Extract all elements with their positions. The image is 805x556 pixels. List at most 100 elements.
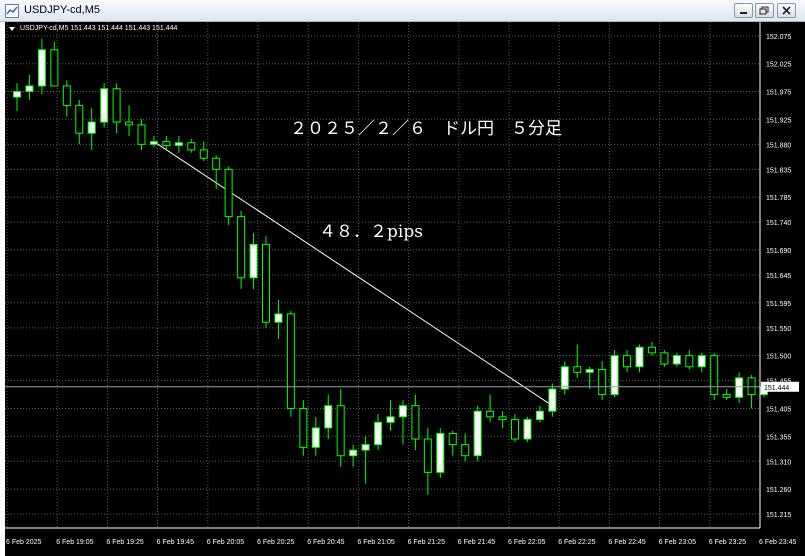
candle-body-bear [162, 141, 171, 146]
candle [573, 344, 582, 378]
candle-body-bear [125, 121, 134, 126]
candle [423, 427, 432, 495]
candle-body-bear [486, 410, 495, 418]
candle-body-bull [274, 313, 283, 323]
candle [199, 141, 208, 162]
x-tick-label: 6 Feb 19:05 [56, 539, 93, 546]
candle [598, 361, 607, 401]
x-tick-label: 6 Feb 22:05 [508, 539, 545, 546]
candle-body-bull [324, 405, 333, 429]
candles [13, 38, 768, 495]
candle-body-bear [623, 355, 632, 368]
candle [349, 444, 358, 467]
y-tick-label: 151.595 [766, 301, 791, 308]
candle [336, 388, 345, 467]
candle-body-bear [498, 416, 507, 421]
candle-body-bull [25, 85, 34, 93]
candle-body-bear [237, 216, 246, 279]
candle [672, 352, 681, 367]
candle [50, 41, 59, 87]
candle-body-bull [672, 355, 681, 365]
candle-body-bull [635, 346, 644, 368]
close-button[interactable] [777, 3, 796, 18]
x-tick-label: 6 Feb 22:25 [558, 539, 595, 546]
candle-body-bear [685, 355, 694, 368]
minimize-icon [740, 12, 747, 14]
x-tick-label: 6 Feb 20:25 [257, 539, 294, 546]
candle [286, 311, 295, 417]
candle [112, 83, 121, 134]
x-tick-label: 6 Feb 20:45 [307, 539, 344, 546]
x-tick-label: 6 Feb 19:25 [106, 539, 143, 546]
candle [100, 83, 109, 128]
x-tick-label: 6 Feb 21:05 [357, 539, 394, 546]
candle-body-bear [62, 85, 71, 106]
y-tick-label: 151.260 [766, 487, 791, 494]
candle-body-bear [448, 432, 457, 446]
x-tick-label: 6 Feb 22:45 [608, 539, 645, 546]
restore-button[interactable] [755, 3, 774, 18]
chart-annotation-title: ２０２５／２／６ ドル円 ５分足 [290, 119, 562, 139]
candle [411, 394, 420, 451]
candle [224, 166, 233, 225]
candle-body-bear [336, 405, 345, 457]
y-tick-label: 152.025 [766, 62, 791, 69]
close-icon [782, 6, 791, 15]
candle [162, 135, 171, 150]
x-tick-label: 6 Feb 23:25 [709, 539, 746, 546]
candle [511, 414, 519, 442]
x-tick-label: 6 Feb 21:25 [408, 539, 445, 546]
candle [461, 433, 470, 462]
y-tick-label: 151.550 [766, 326, 791, 333]
candle [75, 99, 84, 145]
candle-body-bear [423, 438, 432, 473]
y-tick-label: 151.740 [766, 220, 791, 227]
candlestick-chart[interactable]: 151.444 152.075 152.025 151.975 151.925 151.… [5, 22, 805, 556]
x-tick-label: 6 Feb 23:05 [659, 539, 696, 546]
candle [398, 400, 407, 445]
candle [747, 375, 756, 409]
candle [697, 352, 706, 373]
x-tick-label: 6 Feb 20:05 [207, 539, 244, 546]
candle [274, 300, 283, 339]
candle [212, 155, 221, 189]
bid-line-layer: 151.444 [5, 381, 799, 392]
trendline[interactable] [153, 141, 553, 407]
candle [249, 233, 258, 289]
candle-body-bear [112, 88, 121, 123]
candle [436, 427, 445, 478]
candle [535, 405, 544, 423]
candle-body-bear [50, 49, 59, 87]
candle [87, 108, 96, 150]
chart-menu-triangle-icon[interactable] [9, 27, 15, 31]
candle-body-bull [398, 405, 407, 418]
candle-body-bull [697, 355, 706, 368]
candle-body-bear [187, 142, 196, 151]
candle-body-bull [361, 444, 370, 451]
symbol-info: USDJPY-cd,M5 151.443 151.444 151.443 151… [20, 25, 178, 32]
chart-annotation-pips: ４８．２pips [319, 222, 423, 242]
candle-body-bull [311, 427, 320, 448]
candle-body-bull [174, 142, 183, 146]
candle-body-bear [710, 355, 719, 396]
grid-lines [5, 22, 761, 528]
candle [548, 383, 557, 417]
title-bar[interactable]: USDJPY-cd,M5 [0, 0, 805, 22]
current-price-label: 151.444 [764, 385, 789, 392]
axes: 152.075 152.025 151.975 151.925 151.880 151.8… [5, 22, 796, 546]
candle [125, 105, 134, 136]
candle [13, 83, 21, 111]
candle-body-bear [286, 313, 295, 409]
chart-area[interactable]: 151.444 152.075 152.025 151.975 151.925 151.… [5, 22, 805, 556]
candle-body-bear [747, 377, 756, 396]
candle-body-bull [523, 419, 532, 440]
y-tick-label: 151.835 [766, 167, 791, 174]
candle [25, 74, 34, 100]
candle [498, 411, 507, 428]
minimize-button[interactable] [734, 3, 753, 18]
candle-body-bear [199, 149, 208, 159]
restore-icon [759, 6, 769, 15]
candle-body-bear [262, 243, 270, 323]
y-tick-label: 151.455 [766, 379, 791, 386]
